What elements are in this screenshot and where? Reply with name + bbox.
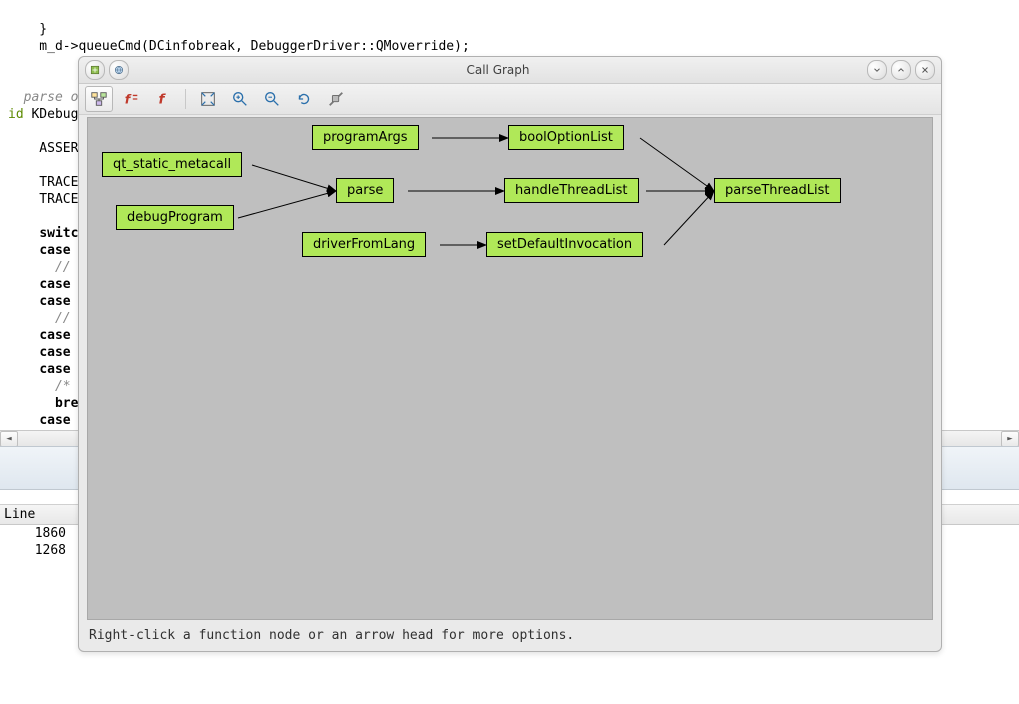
panel-header-label: Line [4, 507, 66, 522]
graph-edge[interactable] [238, 191, 336, 218]
svg-text:f: f [125, 92, 132, 107]
graph-node-programArgs[interactable]: programArgs [312, 125, 419, 150]
code-line: m_d->queueCmd(DCinfobreak, DebuggerDrive… [8, 39, 470, 54]
zoom-out-icon[interactable] [258, 86, 286, 112]
minimize-icon[interactable] [867, 60, 887, 80]
layout-icon[interactable] [85, 86, 113, 112]
window-title: Call Graph [129, 63, 867, 77]
code-keyword: case [39, 277, 70, 292]
code-keyword: case [39, 294, 70, 309]
code-keyword: case [39, 362, 70, 377]
graph-node-boolOptionList[interactable]: boolOptionList [508, 125, 624, 150]
code-keyword: case [39, 345, 70, 360]
call-graph-window: Call Graph f f [78, 56, 942, 652]
hint-text: Right-click a function node or an arrow … [79, 622, 941, 651]
graph-edge[interactable] [640, 138, 714, 191]
graph-node-qt_static_metacall[interactable]: qt_static_metacall [102, 152, 242, 177]
graph-edge[interactable] [664, 191, 714, 245]
toolbar-separator [185, 89, 186, 109]
code-keyword: case [39, 413, 70, 428]
fit-icon[interactable] [194, 86, 222, 112]
scroll-right-icon[interactable]: ► [1001, 431, 1019, 447]
code-type: id [8, 107, 31, 122]
zoom-in-icon[interactable] [226, 86, 254, 112]
refresh-icon[interactable] [290, 86, 318, 112]
graph-node-driverFromLang[interactable]: driverFromLang [302, 232, 426, 257]
code-line: TRACE( [8, 192, 86, 207]
code-keyword: case [39, 328, 70, 343]
scroll-left-icon[interactable]: ◄ [0, 431, 18, 447]
graph-node-parse[interactable]: parse [336, 178, 394, 203]
settings-icon[interactable] [322, 86, 350, 112]
function-red-icon[interactable]: f [117, 86, 145, 112]
panel-row[interactable]: 1268 [0, 542, 70, 559]
svg-text:f: f [159, 92, 167, 108]
graph-node-handleThreadList[interactable]: handleThreadList [504, 178, 639, 203]
panel-row[interactable]: 1860 [0, 525, 70, 542]
close-icon[interactable] [915, 60, 935, 80]
function-italic-icon[interactable]: f [149, 86, 177, 112]
graph-canvas[interactable]: qt_static_metacall debugProgram programArg… [87, 117, 933, 620]
app-icon[interactable] [85, 60, 105, 80]
maximize-icon[interactable] [891, 60, 911, 80]
code-keyword: case [39, 243, 70, 258]
toolbar: f f [79, 84, 941, 115]
graph-node-debugProgram[interactable]: debugProgram [116, 205, 234, 230]
globe-icon[interactable] [109, 60, 129, 80]
titlebar[interactable]: Call Graph [79, 57, 941, 84]
graph-node-setDefaultInvocation[interactable]: setDefaultInvocation [486, 232, 643, 257]
graph-edge[interactable] [252, 165, 336, 191]
code-line: } [8, 22, 47, 37]
graph-node-parseThreadList[interactable]: parseThreadList [714, 178, 841, 203]
